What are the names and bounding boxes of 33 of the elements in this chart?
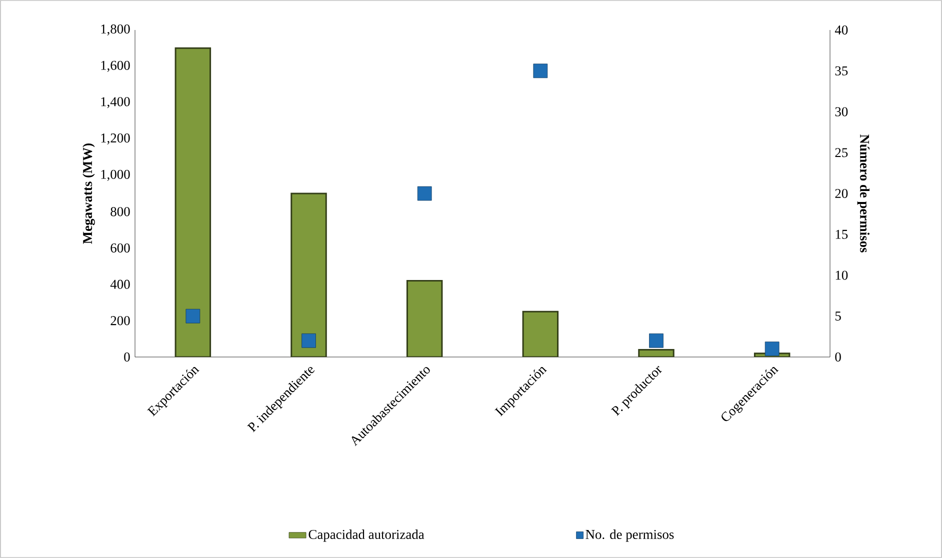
point — [302, 333, 316, 348]
y2-tick-label: 0 — [835, 352, 841, 362]
point — [764, 342, 780, 356]
y-tick-label: 600 — [110, 243, 130, 253]
point — [186, 308, 200, 324]
bar — [406, 280, 443, 357]
y-tick-label: 400 — [110, 280, 130, 289]
legend-label: Capacidad autorizada — [308, 530, 424, 542]
y2-tick-label: 30 — [835, 107, 848, 116]
y2-axis-title: Número de permisos — [857, 134, 870, 252]
y2-tick-label: 10 — [836, 270, 848, 280]
point — [533, 64, 548, 78]
bar — [290, 192, 327, 357]
y2-tick-label: 15 — [836, 230, 848, 239]
point — [649, 333, 664, 348]
point — [417, 186, 432, 201]
y2-tick-label: 5 — [835, 312, 841, 321]
y-axis-title: Megawatts (MW) — [82, 143, 95, 244]
y2-tick-label: 35 — [835, 66, 848, 76]
y2-tick-label: 20 — [835, 188, 848, 198]
legend-label: No. de permisos — [586, 530, 674, 542]
y-tick-label: 1,600 — [101, 60, 130, 72]
y-tick-label: 200 — [110, 316, 130, 326]
y-tick-label: 1,000 — [101, 170, 130, 181]
bar — [174, 47, 212, 357]
y-tick-label: 800 — [110, 207, 130, 216]
y-tick-label: 1,200 — [101, 133, 130, 144]
bar — [522, 310, 559, 357]
y-tick-label: 1,800 — [101, 24, 130, 36]
y2-tick-label: 25 — [835, 148, 848, 158]
y-tick-label: 0 — [124, 352, 130, 362]
y2-tick-label: 40 — [834, 25, 848, 35]
y-tick-label: 1,400 — [101, 97, 130, 108]
